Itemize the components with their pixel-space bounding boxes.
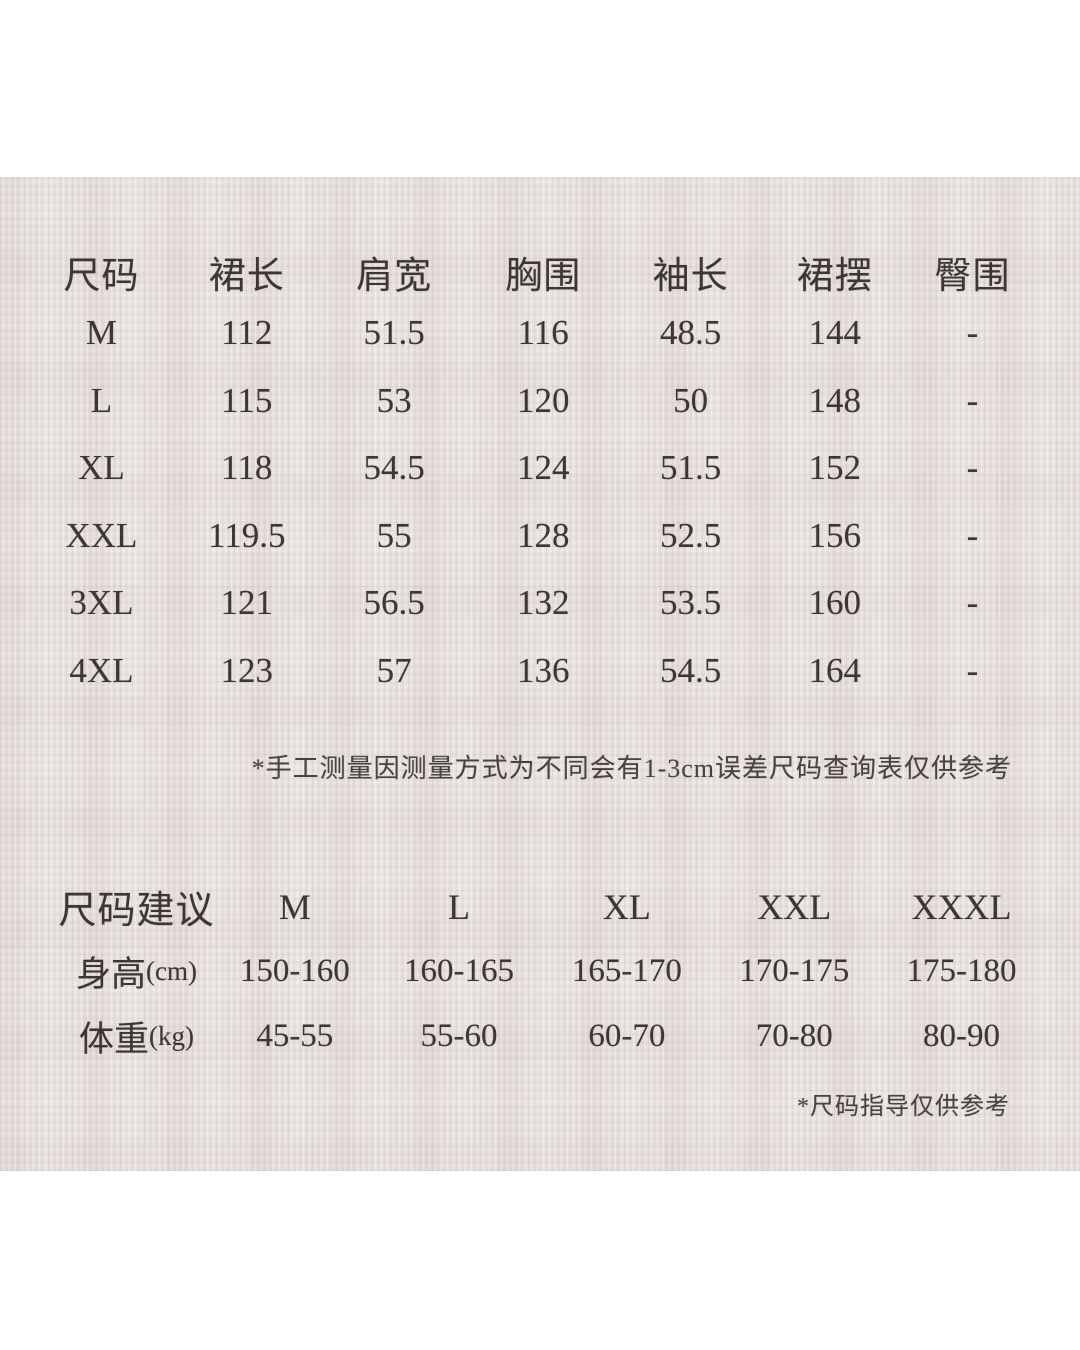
table-cell: 57 xyxy=(376,650,412,690)
table-cell: 148 xyxy=(808,380,862,420)
column-header-bust: 胸围 xyxy=(505,256,582,297)
table-cell: 51.5 xyxy=(659,448,722,488)
advice-size-header: XXXL xyxy=(911,886,1012,927)
table-cell: 52.5 xyxy=(659,515,722,555)
size-label: 3XL xyxy=(69,583,134,623)
table-cell: - xyxy=(966,448,979,488)
table-cell: 121 xyxy=(220,583,274,623)
advice-table-title: 尺码建议 xyxy=(58,890,215,932)
size-label: XXL xyxy=(65,515,138,555)
size-label: M xyxy=(85,313,118,353)
weight-row-label: 体重 (kg) xyxy=(0,1004,215,1069)
table-cell: 124 xyxy=(516,448,570,488)
column-header-hem: 裙摆 xyxy=(796,256,873,297)
table-cell: 56.5 xyxy=(363,583,425,623)
weight-label-text: 体重 xyxy=(78,1020,149,1059)
column-header-length: 裙长 xyxy=(208,256,285,297)
weight-unit-text: (kg) xyxy=(148,1021,194,1051)
advice-disclaimer: *尺码指导仅供参考 xyxy=(797,1094,1010,1120)
table-cell: 53 xyxy=(376,380,412,420)
table-cell: 50 xyxy=(673,380,709,420)
advice-size-header: XXL xyxy=(757,886,832,927)
weight-range-cell: 70-80 xyxy=(755,1018,833,1054)
table-cell: - xyxy=(966,650,979,690)
measurement-table: 尺码 裙长 肩宽 胸围 袖长 裙摆 臀围 M 112 51.5 116 48.5… xyxy=(0,232,1080,705)
table-cell: 55 xyxy=(376,515,412,555)
table-cell: - xyxy=(966,515,979,555)
table-cell: 119.5 xyxy=(208,515,286,555)
table-cell: 115 xyxy=(221,380,273,420)
weight-range-cell: 45-55 xyxy=(256,1018,334,1054)
weight-range-cell: 55-60 xyxy=(420,1018,498,1054)
height-range-cell: 175-180 xyxy=(906,953,1017,989)
size-advice-table: 尺码建议 M L XL XXL XXXL 身高 (cm) 150-160 160-… xyxy=(0,874,1080,1069)
weight-range-cell: 60-70 xyxy=(588,1018,666,1054)
column-header-sleeve: 袖长 xyxy=(652,256,729,297)
table-cell: - xyxy=(966,380,979,420)
table-cell: 116 xyxy=(517,313,569,353)
table-cell: 112 xyxy=(221,313,273,353)
weight-range-cell: 80-90 xyxy=(922,1018,1000,1054)
height-range-cell: 170-175 xyxy=(739,953,850,989)
size-label: L xyxy=(90,380,113,420)
table-cell: 54.5 xyxy=(659,650,722,690)
column-header-size: 尺码 xyxy=(63,256,140,297)
table-cell: 132 xyxy=(516,583,570,623)
table-cell: - xyxy=(966,583,979,623)
advice-size-header: M xyxy=(278,886,311,927)
height-unit-text: (cm) xyxy=(145,956,197,986)
size-label: 4XL xyxy=(69,650,134,690)
measurement-disclaimer: *手工测量因测量方式为不同会有1-3cm误差尺码查询表仅供参考 xyxy=(251,754,1012,783)
advice-size-header: L xyxy=(447,886,470,927)
size-label: XL xyxy=(78,448,125,488)
height-label-text: 身高 xyxy=(75,955,146,994)
table-cell: 156 xyxy=(808,515,862,555)
column-header-hip: 臀围 xyxy=(934,256,1011,297)
table-cell: 128 xyxy=(516,515,570,555)
table-cell: 51.5 xyxy=(363,313,425,353)
height-range-cell: 165-170 xyxy=(571,953,682,989)
advice-size-header: XL xyxy=(602,886,651,927)
height-range-cell: 160-165 xyxy=(403,953,514,989)
table-cell: 160 xyxy=(808,583,862,623)
height-range-cell: 150-160 xyxy=(239,953,350,989)
table-cell: - xyxy=(966,313,979,353)
table-cell: 164 xyxy=(808,650,862,690)
table-cell: 144 xyxy=(808,313,862,353)
column-header-shoulder: 肩宽 xyxy=(356,256,433,297)
table-cell: 54.5 xyxy=(363,448,425,488)
table-cell: 120 xyxy=(516,380,570,420)
table-cell: 48.5 xyxy=(659,313,722,353)
table-cell: 53.5 xyxy=(659,583,722,623)
linen-texture-panel: 尺码 裙长 肩宽 胸围 袖长 裙摆 臀围 M 112 51.5 116 48.5… xyxy=(0,177,1080,1171)
table-cell: 118 xyxy=(221,448,273,488)
table-cell: 152 xyxy=(808,448,862,488)
table-cell: 136 xyxy=(516,650,570,690)
height-row-label: 身高 (cm) xyxy=(0,939,215,1004)
table-cell: 123 xyxy=(220,650,274,690)
